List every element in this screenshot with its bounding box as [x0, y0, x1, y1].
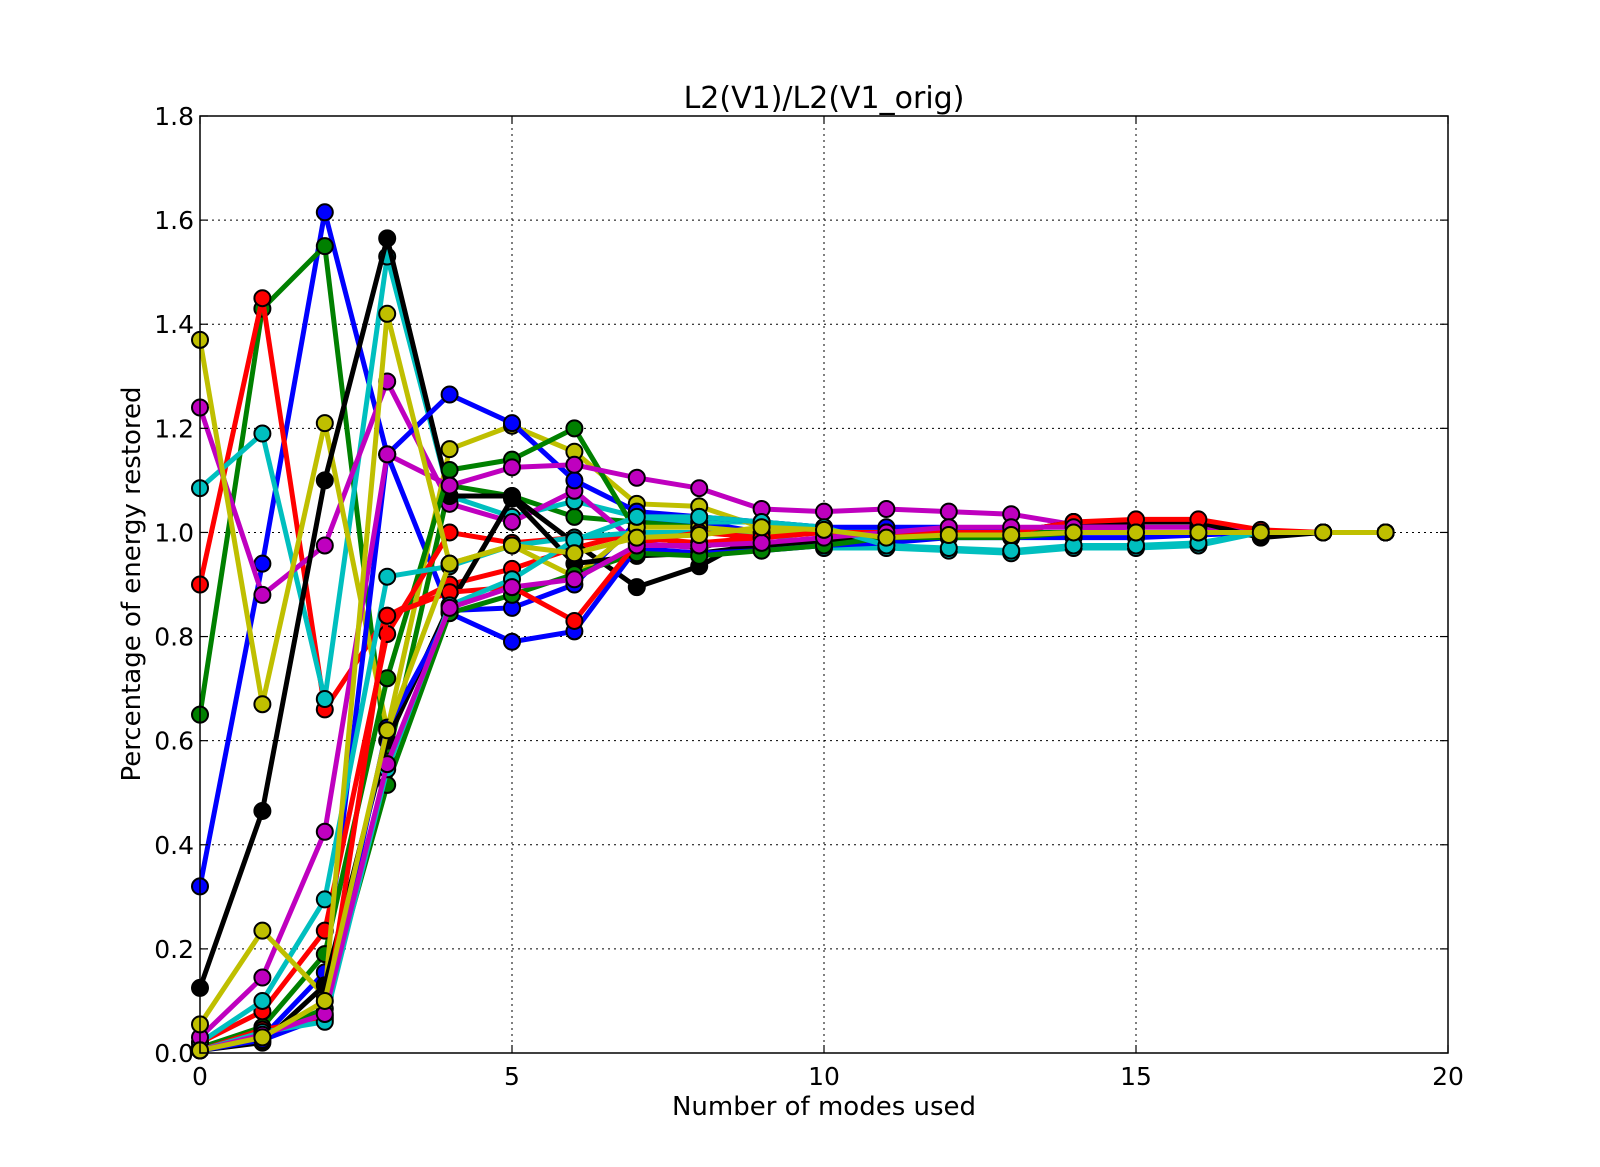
data-point [315, 237, 334, 256]
data-point [315, 471, 334, 490]
data-point [690, 526, 709, 545]
data-point [565, 471, 584, 490]
y-tick-label: 0.2 [154, 935, 194, 964]
data-point [1189, 523, 1208, 542]
y-tick-label: 0.0 [154, 1039, 194, 1068]
data-point [253, 585, 272, 604]
series-line [199, 524, 1386, 1053]
data-point [690, 479, 709, 498]
data-point [877, 528, 896, 547]
data-point [378, 445, 397, 464]
data-point [378, 606, 397, 625]
data-point [815, 502, 833, 521]
data-point [627, 468, 646, 487]
data-point [378, 304, 397, 323]
data-point [627, 528, 646, 547]
data-point [253, 801, 272, 820]
data-point [503, 536, 521, 555]
data-point [565, 570, 584, 589]
data-point [627, 507, 646, 526]
data-point [503, 458, 521, 477]
data-point [315, 690, 334, 709]
y-tick-label: 0.4 [154, 831, 194, 860]
y-axis-label: Percentage of energy restored [117, 386, 147, 781]
y-tick-label: 1.2 [154, 414, 194, 443]
data-point [565, 507, 584, 526]
data-point [1002, 526, 1021, 545]
data-point [1314, 523, 1333, 542]
data-point [565, 611, 584, 630]
data-point [315, 203, 334, 222]
data-point [253, 424, 272, 443]
data-point [1064, 523, 1083, 542]
data-point [378, 567, 397, 586]
y-tick-label: 0.6 [154, 727, 194, 756]
data-point [939, 502, 958, 521]
data-point [503, 489, 521, 508]
data-point [690, 507, 709, 526]
data-point [253, 695, 272, 714]
y-tick-label: 1.4 [154, 310, 194, 339]
x-tick-label: 10 [808, 1062, 840, 1091]
data-point [1251, 523, 1270, 542]
data-point [503, 513, 521, 532]
data-point [440, 385, 459, 404]
data-point [440, 598, 459, 617]
data-point [440, 554, 459, 573]
data-point [315, 890, 334, 909]
data-point [315, 991, 334, 1010]
series-line [198, 451, 1386, 1040]
data-point [503, 632, 521, 651]
x-tick-label: 20 [1432, 1062, 1464, 1091]
data-point [939, 526, 958, 545]
data-point [627, 578, 646, 597]
data-point [315, 536, 334, 555]
y-tick-label: 1.8 [154, 102, 194, 131]
data-point [378, 229, 397, 248]
data-point [565, 419, 584, 438]
x-tick-label: 0 [192, 1062, 208, 1091]
data-point [1002, 541, 1021, 560]
data-point [565, 455, 584, 474]
data-point [1127, 523, 1145, 542]
data-point [1376, 523, 1395, 542]
data-point [503, 414, 521, 433]
x-axis-label: Number of modes used [672, 1092, 976, 1122]
series-line [199, 496, 1386, 1053]
series-line [199, 516, 1386, 1053]
x-tick-label: 15 [1120, 1062, 1152, 1091]
data-point [253, 289, 272, 308]
series-19 [191, 518, 1395, 1060]
data-point [440, 476, 459, 495]
data-point [315, 822, 334, 841]
y-tick-label: 1.0 [154, 518, 194, 547]
data-point [315, 414, 334, 433]
grid-layer [199, 115, 1449, 1054]
data-point [752, 518, 771, 537]
data-point [253, 1028, 272, 1047]
data-point [440, 460, 459, 479]
data-point [253, 554, 272, 573]
data-point [253, 968, 272, 987]
data-point [378, 721, 397, 740]
data-point [877, 500, 896, 519]
tick-layer: 0 5 10 15 20 0.0 0.2 0.4 0.6 0.8 1.0 1.2 1.4 1.6 1.8 [154, 102, 1464, 1091]
data-point [752, 533, 771, 552]
data-point [503, 578, 521, 597]
data-point [440, 440, 459, 459]
data-point [253, 991, 272, 1010]
data-point [253, 921, 272, 940]
x-tick-label: 5 [504, 1062, 520, 1091]
data-point [815, 520, 833, 539]
chart-title: L2(V1)/L2(V1_orig) [684, 81, 965, 116]
y-tick-label: 0.8 [154, 623, 194, 652]
data-point [565, 544, 584, 563]
y-tick-label: 1.6 [154, 206, 194, 235]
